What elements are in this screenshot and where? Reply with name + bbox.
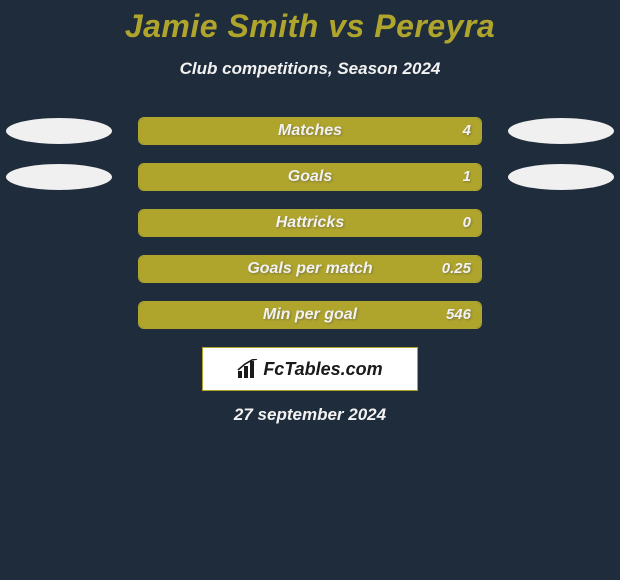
stat-value: 0.25	[442, 260, 471, 277]
bars-icon	[237, 359, 259, 379]
comparison-card: Jamie Smith vs Pereyra Club competitions…	[0, 0, 620, 580]
stat-label: Goals	[139, 168, 481, 186]
stat-row: Goals per match0.25	[0, 255, 620, 283]
stat-row: Hattricks0	[0, 209, 620, 237]
ellipse-right	[508, 118, 614, 144]
stat-bar: Min per goal546	[138, 301, 482, 329]
stat-bar: Matches4	[138, 117, 482, 145]
stat-row: Goals1	[0, 163, 620, 191]
stat-value: 1	[463, 168, 471, 185]
stat-label: Hattricks	[139, 214, 481, 232]
stat-label: Matches	[139, 122, 481, 140]
stat-bar: Goals1	[138, 163, 482, 191]
stat-value: 4	[463, 122, 471, 139]
ellipse-left	[6, 164, 112, 190]
page-subtitle: Club competitions, Season 2024	[0, 59, 620, 79]
stat-label: Min per goal	[139, 306, 481, 324]
ellipse-left	[6, 118, 112, 144]
stat-bar: Goals per match0.25	[138, 255, 482, 283]
stat-row: Matches4	[0, 117, 620, 145]
stat-label: Goals per match	[139, 260, 481, 278]
page-title: Jamie Smith vs Pereyra	[0, 0, 620, 45]
stat-bar: Hattricks0	[138, 209, 482, 237]
stat-row: Min per goal546	[0, 301, 620, 329]
ellipse-right	[508, 164, 614, 190]
logo-box: FcTables.com	[202, 347, 418, 391]
date-line: 27 september 2024	[0, 405, 620, 425]
stat-rows: Matches4Goals1Hattricks0Goals per match0…	[0, 117, 620, 329]
logo-text: FcTables.com	[263, 359, 382, 380]
stat-value: 0	[463, 214, 471, 231]
stat-value: 546	[446, 306, 471, 323]
